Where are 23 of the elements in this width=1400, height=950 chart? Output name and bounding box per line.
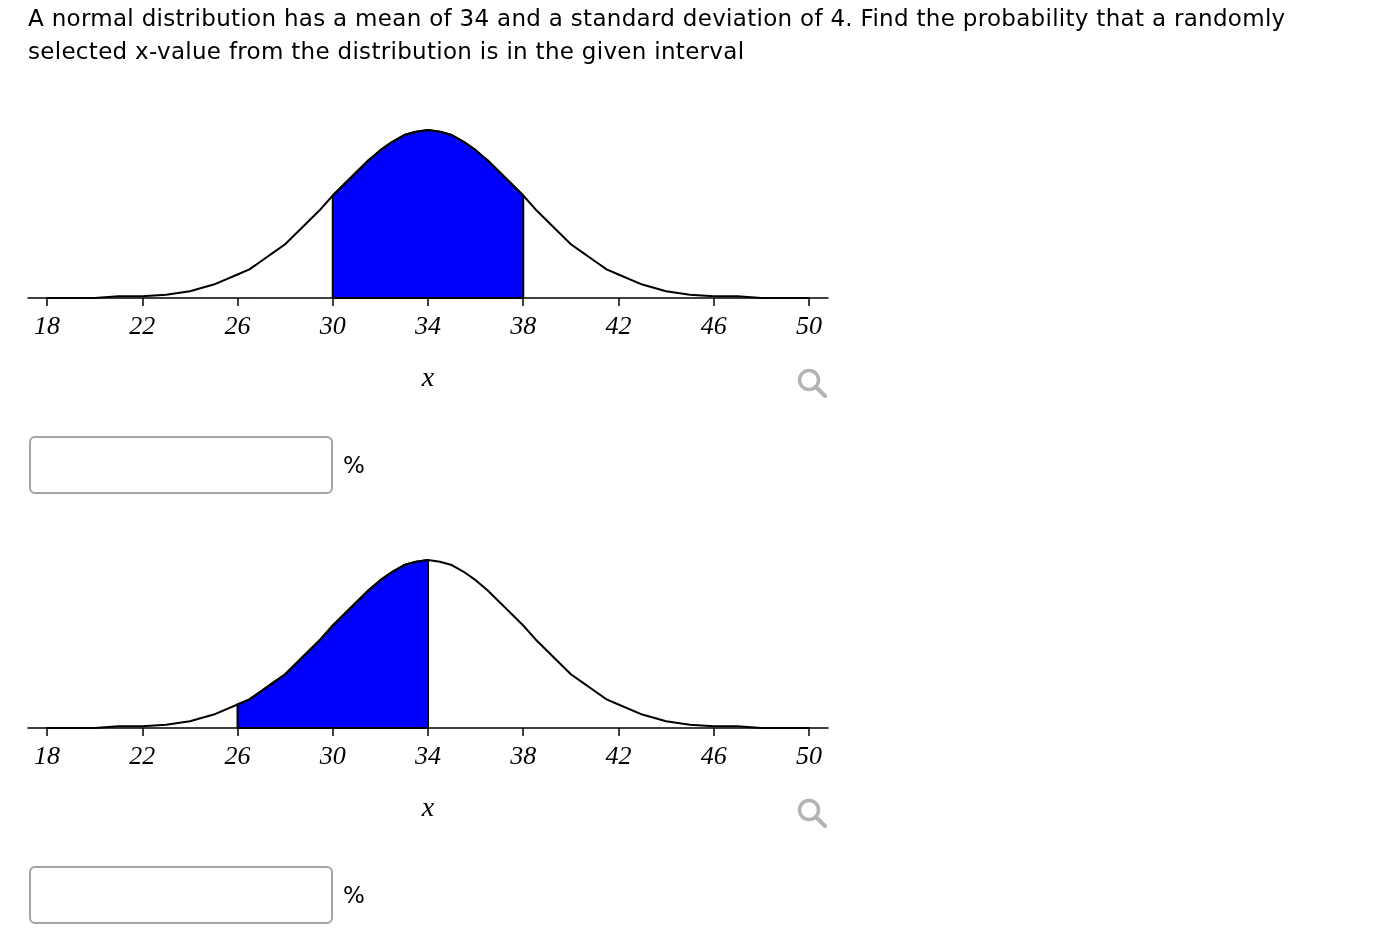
x-tick-label: 18 xyxy=(34,740,61,770)
x-tick-label: 38 xyxy=(509,310,537,340)
x-tick-label: 38 xyxy=(509,740,537,770)
x-tick-label: 42 xyxy=(605,310,632,340)
text: % xyxy=(343,881,365,909)
x-tick-label: 50 xyxy=(795,310,822,340)
text: % xyxy=(343,451,365,479)
x-tick-label: 34 xyxy=(414,740,441,770)
x-tick-label: 22 xyxy=(129,310,156,340)
x-axis-title: x xyxy=(420,360,435,392)
x-tick-label: 26 xyxy=(224,310,251,340)
x-tick-label: 46 xyxy=(700,310,727,340)
chart-title: A normal distribution has a mean of 34 and a standard deviation of 4. Find the probability that a randomly selected x-value from the distribution is in the given interval xyxy=(28,4,1287,66)
x-tick-label: 50 xyxy=(795,740,822,770)
x-tick-label: 42 xyxy=(605,740,632,770)
x-axis-title: x xyxy=(420,790,435,822)
x-tick-label: 30 xyxy=(318,740,346,770)
x-tick-label: 34 xyxy=(414,310,441,340)
x-tick-label: 46 xyxy=(700,740,727,770)
x-tick-label: 18 xyxy=(34,310,61,340)
x-tick-label: 30 xyxy=(318,310,346,340)
x-tick-label: 22 xyxy=(129,740,156,770)
x-tick-label: 26 xyxy=(224,740,251,770)
